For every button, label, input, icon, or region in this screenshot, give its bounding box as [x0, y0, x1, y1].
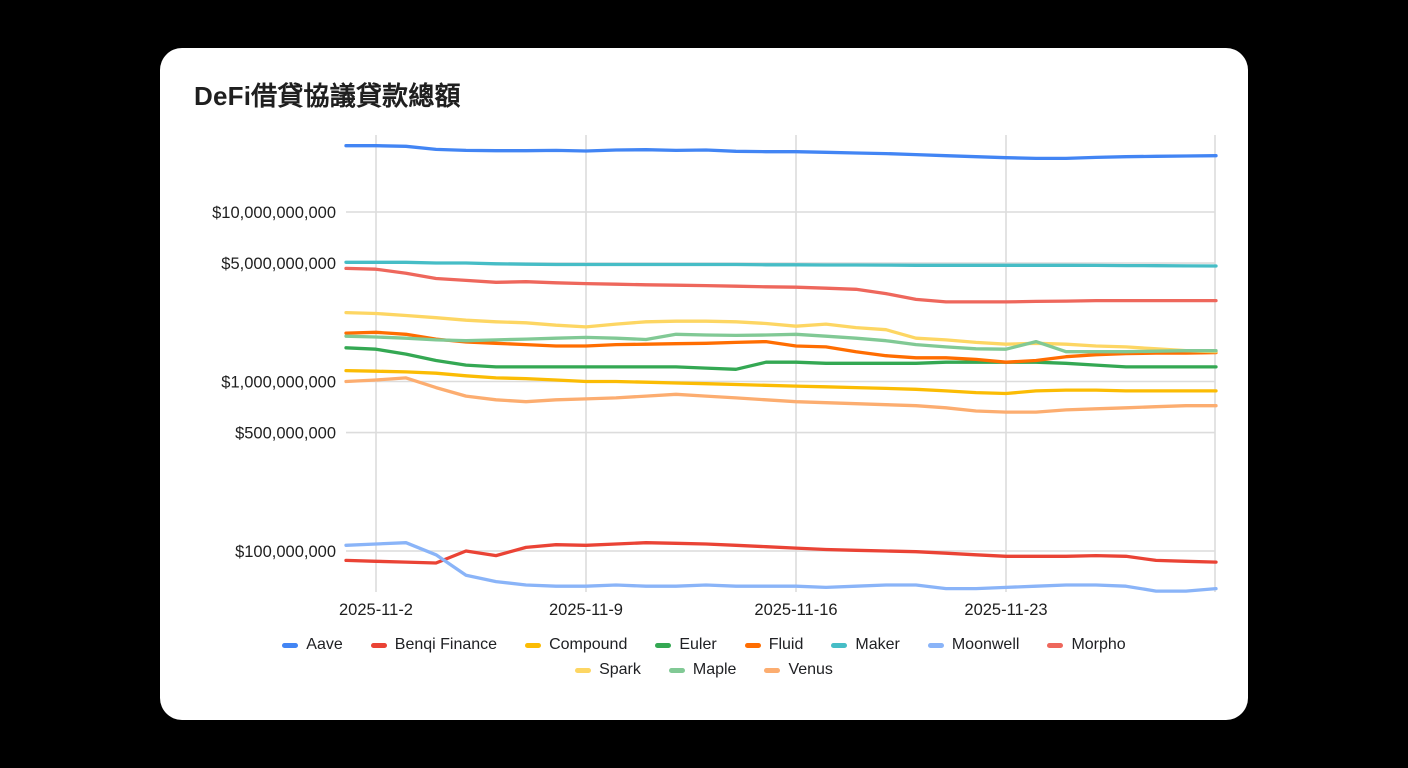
legend-label-venus: Venus [788, 661, 833, 678]
series-line-compound [344, 368, 1218, 396]
legend-label-euler: Euler [679, 636, 717, 653]
legend-item-maple[interactable]: Maple [668, 661, 737, 679]
series-line-aave [344, 144, 1218, 161]
legend-row: Aave Benqi Finance Compound Euler Fluid Maker… [282, 636, 1126, 654]
legend-label-maker: Maker [855, 636, 900, 653]
y-axis-tick-label: $500,000,000 [235, 425, 336, 443]
legend-label-aave: Aave [306, 636, 343, 653]
x-axis-tick-label: 2025-11-2 [339, 601, 413, 619]
legend-label-compound: Compound [549, 636, 628, 653]
y-axis-tick-label: $5,000,000,000 [221, 255, 336, 273]
legend-swatch-maple [668, 667, 685, 673]
legend-item-spark[interactable]: Spark [575, 661, 641, 679]
chart-legend: Aave Benqi Finance Compound Euler Fluid Maker… [160, 636, 1248, 679]
legend-swatch-morpho [1047, 642, 1064, 648]
line-chart-plot: $10,000,000,000 $5,000,000,000 $1,000,000,… [212, 135, 1218, 619]
legend-swatch-venus [764, 667, 781, 673]
legend-swatch-spark [575, 667, 592, 673]
legend-label-benqi-finance: Benqi Finance [394, 636, 498, 653]
chart-title: DeFi借貸協議貸款總額 [194, 81, 461, 111]
y-axis-tick-label: $1,000,000,000 [221, 374, 336, 392]
y-axis-tick-label: $10,000,000,000 [212, 204, 336, 222]
series-line-euler [344, 346, 1218, 371]
legend-item-benqi-finance[interactable]: Benqi Finance [370, 636, 498, 654]
series-line-venus [344, 376, 1218, 414]
chart-card: DeFi借貸協議貸款總額 $10,000,000,000 $5,000,000,0… [160, 48, 1248, 720]
legend-swatch-euler [655, 642, 672, 648]
legend-item-compound[interactable]: Compound [525, 636, 627, 654]
legend-item-moonwell[interactable]: Moonwell [927, 636, 1020, 654]
x-axis-tick-label: 2025-11-9 [549, 601, 623, 619]
y-axis-tick-label: $100,000,000 [235, 543, 336, 561]
legend-swatch-aave [282, 642, 299, 648]
series-line-maple [344, 332, 1218, 354]
legend-row: Spark Maple Venus [575, 661, 833, 679]
legend-label-morpho: Morpho [1071, 636, 1126, 653]
legend-item-maker[interactable]: Maker [831, 636, 900, 654]
legend-swatch-moonwell [927, 642, 944, 648]
legend-item-euler[interactable]: Euler [655, 636, 717, 654]
legend-label-maple: Maple [692, 661, 737, 678]
legend-item-morpho[interactable]: Morpho [1047, 636, 1126, 654]
legend-item-venus[interactable]: Venus [764, 661, 833, 679]
legend-label-moonwell: Moonwell [951, 636, 1020, 653]
legend-label-fluid: Fluid [768, 636, 804, 653]
legend-item-aave[interactable]: Aave [282, 636, 343, 654]
legend-label-spark: Spark [599, 661, 641, 678]
legend-swatch-fluid [744, 642, 761, 648]
legend-swatch-benqi-finance [370, 642, 387, 648]
series-line-spark [344, 310, 1218, 354]
x-axis-tick-label: 2025-11-16 [754, 601, 837, 619]
legend-item-fluid[interactable]: Fluid [744, 636, 804, 654]
legend-swatch-maker [831, 642, 848, 648]
legend-swatch-compound [525, 642, 542, 648]
x-axis-tick-label: 2025-11-23 [964, 601, 1047, 619]
series-line-fluid [344, 330, 1218, 364]
series-line-moonwell [344, 541, 1218, 593]
series-line-maker [344, 260, 1218, 268]
series-line-morpho [344, 266, 1218, 304]
series-line-benqi-finance [344, 541, 1218, 565]
